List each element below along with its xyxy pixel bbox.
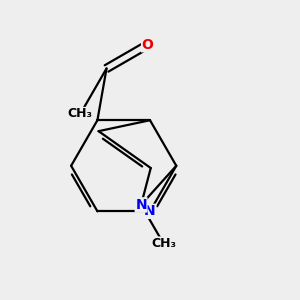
Text: CH₃: CH₃ [151,237,176,250]
Text: N: N [135,198,147,212]
Text: O: O [142,38,154,52]
Text: N: N [144,204,156,218]
Text: CH₃: CH₃ [68,107,93,121]
